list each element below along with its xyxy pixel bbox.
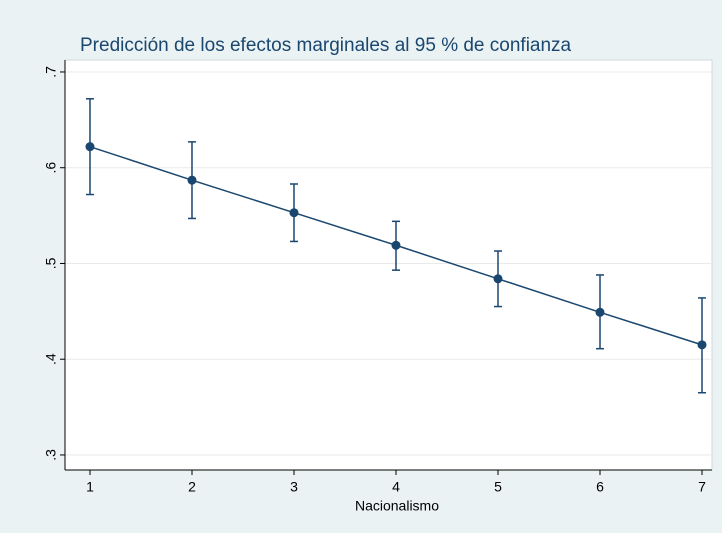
x-tick-label: 1: [86, 479, 94, 495]
marker: [595, 307, 605, 317]
plot-area: [64, 59, 713, 471]
x-tick-label: 6: [596, 479, 604, 495]
marker: [391, 240, 401, 250]
y-tick-label: .7: [43, 66, 59, 78]
marker: [493, 274, 503, 284]
y-tick-label: .4: [43, 353, 59, 365]
y-tick-label: .6: [43, 162, 59, 174]
marker: [187, 175, 197, 185]
x-tick-label: 2: [188, 479, 196, 495]
chart-title: Predicción de los efectos marginales al …: [80, 35, 572, 56]
marker: [289, 208, 299, 218]
y-tick-label: .5: [43, 257, 59, 269]
x-axis-label: Nacionalismo: [355, 498, 439, 514]
marker: [697, 340, 707, 350]
x-tick-label: 3: [290, 479, 298, 495]
marker: [85, 142, 95, 152]
x-tick-label: 5: [494, 479, 502, 495]
y-tick-label: .3: [43, 449, 59, 461]
x-tick-label: 4: [392, 479, 400, 495]
x-tick-label: 7: [698, 479, 706, 495]
